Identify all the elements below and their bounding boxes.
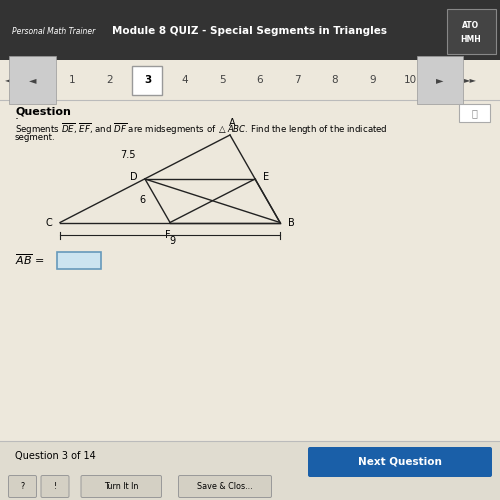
Bar (0, 0, 500, 60)
Text: 9: 9 (170, 236, 175, 246)
Text: C: C (46, 218, 52, 228)
FancyBboxPatch shape (8, 476, 36, 498)
Text: 4: 4 (182, 75, 188, 85)
Text: Save & Clos...: Save & Clos... (197, 482, 253, 491)
Bar (0, 100, 500, 500)
FancyBboxPatch shape (132, 66, 162, 94)
Text: ?: ? (20, 482, 24, 491)
Text: 6: 6 (256, 75, 264, 85)
Text: 9: 9 (369, 75, 376, 85)
FancyBboxPatch shape (41, 476, 69, 498)
Text: ◄◄: ◄◄ (4, 76, 18, 84)
Text: Question 3 of 14: Question 3 of 14 (15, 451, 96, 461)
FancyBboxPatch shape (178, 476, 272, 498)
Bar (0, 441, 500, 500)
FancyBboxPatch shape (56, 252, 101, 268)
Text: ·: · (15, 114, 19, 126)
Text: Question: Question (15, 106, 71, 116)
Text: Segments $\overline{DE}$, $\overline{EF}$, and $\overline{DF}$ are midsegments o: Segments $\overline{DE}$, $\overline{EF}… (15, 122, 388, 136)
FancyBboxPatch shape (81, 476, 162, 498)
Text: $\overline{AB}$ =: $\overline{AB}$ = (15, 252, 44, 268)
Text: 8: 8 (332, 75, 338, 85)
Text: 7.5: 7.5 (120, 150, 135, 160)
Text: segment.: segment. (15, 132, 56, 141)
Text: 2: 2 (106, 75, 114, 85)
Text: 10: 10 (404, 75, 416, 85)
Text: Next Question: Next Question (358, 457, 442, 467)
Text: Module 8 QUIZ - Special Segments in Triangles: Module 8 QUIZ - Special Segments in Tria… (112, 26, 388, 36)
Text: 6: 6 (140, 195, 145, 205)
Text: ATO: ATO (462, 20, 479, 30)
Text: E: E (262, 172, 268, 181)
Text: HMH: HMH (460, 36, 481, 44)
Text: ◄: ◄ (29, 75, 36, 85)
Text: !: ! (54, 482, 56, 491)
Text: 7: 7 (294, 75, 301, 85)
Text: B: B (288, 218, 294, 228)
Text: Turn It In: Turn It In (104, 482, 138, 491)
Text: 1: 1 (69, 75, 76, 85)
Text: Personal Math Trainer: Personal Math Trainer (12, 27, 96, 36)
Text: D: D (130, 172, 138, 181)
Text: ►: ► (436, 75, 444, 85)
FancyBboxPatch shape (308, 447, 492, 477)
Bar (0, 60, 500, 100)
Text: 5: 5 (219, 75, 226, 85)
Text: F: F (164, 230, 170, 240)
Text: A: A (229, 118, 236, 128)
Text: ⎙: ⎙ (472, 108, 478, 118)
FancyBboxPatch shape (459, 104, 490, 122)
Text: 3: 3 (144, 75, 151, 85)
Text: ►►: ►► (464, 76, 476, 84)
FancyBboxPatch shape (446, 9, 496, 54)
